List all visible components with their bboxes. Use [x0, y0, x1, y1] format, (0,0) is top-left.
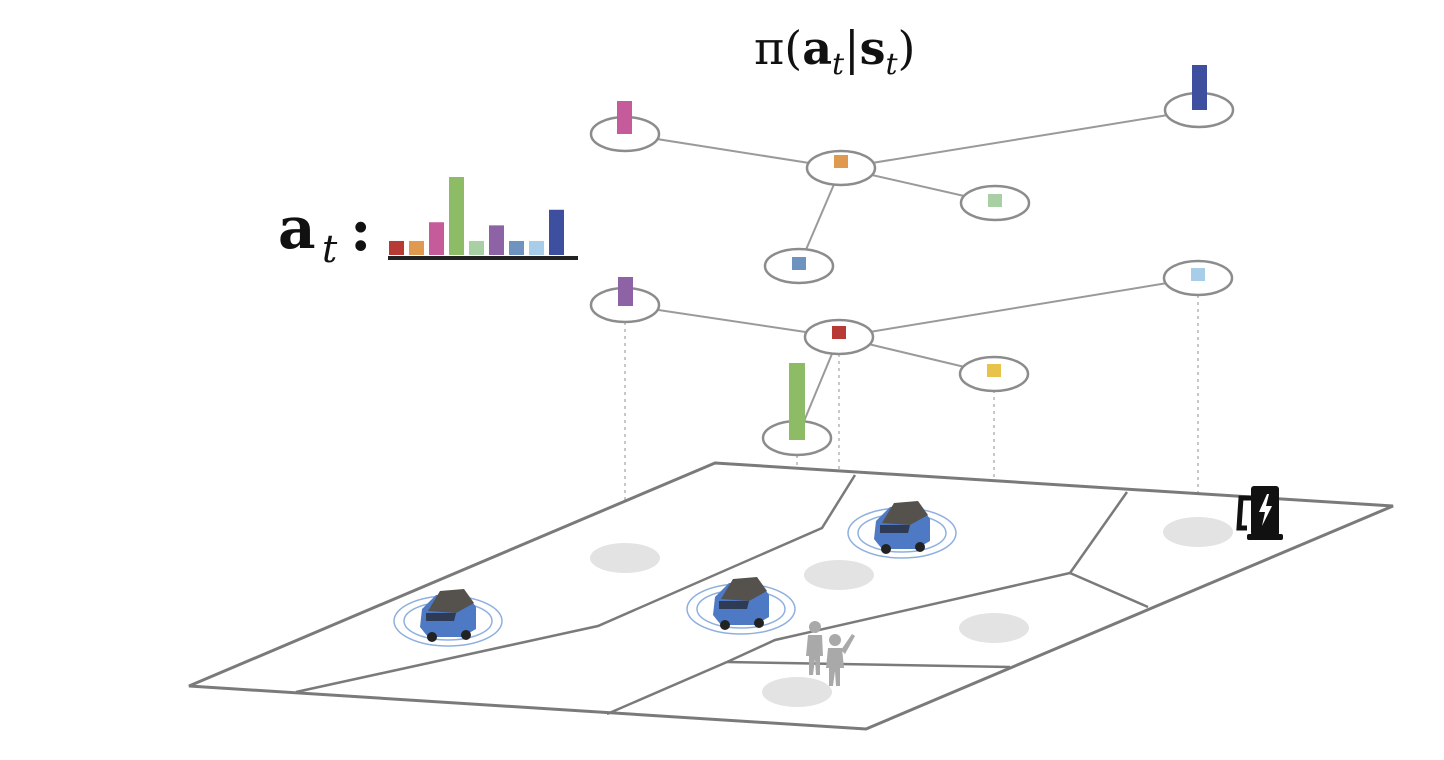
- vehicle-wheel: [720, 620, 730, 630]
- pedestrian-head: [809, 621, 821, 633]
- histogram-bar: [389, 240, 404, 255]
- title-s-subscript: t: [885, 47, 898, 82]
- vehicle-1: [393, 589, 503, 647]
- node-mark-navy: [1192, 65, 1207, 110]
- pedestrian-body: [806, 635, 823, 675]
- vehicle-wheel: [427, 632, 437, 642]
- svg-text:π(at|st): π(at|st): [754, 21, 915, 82]
- vehicle-wheel: [881, 544, 891, 554]
- street: [1069, 571, 1149, 609]
- histogram-bar: [489, 225, 504, 255]
- vehicle-2: [686, 577, 796, 635]
- node-mark-light-green: [988, 194, 1002, 207]
- histogram-bar: [429, 222, 444, 255]
- zone-marker: [1163, 517, 1233, 547]
- charger-cable: [1236, 495, 1251, 531]
- node-mark-hub: [834, 155, 848, 168]
- histogram-bar: [509, 240, 524, 255]
- vehicle-windshield: [426, 613, 456, 621]
- pedestrian-head: [829, 634, 841, 646]
- node-mark-yellow: [987, 364, 1001, 377]
- vehicle-windshield: [880, 525, 910, 533]
- lower-graph: [589, 259, 1234, 457]
- pedestrian-arm: [841, 634, 855, 654]
- zone-marker: [959, 613, 1029, 643]
- node-mark-light-blue: [1191, 268, 1205, 281]
- title-close-paren: ): [898, 21, 916, 75]
- street: [726, 660, 1011, 669]
- vehicle-roof: [882, 501, 928, 525]
- lightning-bolt: [1259, 494, 1272, 526]
- vehicle-wheel: [915, 542, 925, 552]
- vehicle-wheel: [461, 630, 471, 640]
- lower-graph-edges: [624, 277, 1199, 439]
- edge-hub-magenta: [624, 133, 842, 169]
- vehicle-3: [847, 501, 957, 559]
- title-a-subscript: t: [832, 47, 845, 82]
- zone-marker: [590, 543, 660, 573]
- policy-title: π(at|st): [754, 21, 915, 82]
- histogram-bar: [549, 209, 564, 255]
- title-given: |: [844, 21, 860, 75]
- action-label-a: a: [278, 194, 316, 262]
- zone-marker: [762, 677, 832, 707]
- vehicle-wheel: [754, 618, 764, 628]
- zone-markers: [590, 517, 1233, 707]
- action-label-colon: :: [350, 196, 371, 264]
- map-outline: [188, 461, 1394, 731]
- title-a: a: [802, 21, 832, 75]
- upper-graph: [589, 65, 1235, 285]
- histogram-bar: [409, 240, 424, 255]
- edge-hub-light-blue: [838, 277, 1199, 338]
- pedestrians-icon: [806, 621, 855, 686]
- city-map: [188, 461, 1394, 731]
- action-label: a t :: [278, 194, 371, 271]
- edge-hub-navy: [840, 109, 1200, 169]
- zone-marker: [804, 560, 874, 590]
- charger-base: [1247, 534, 1283, 540]
- map-streets: [295, 474, 1149, 716]
- vehicle-windshield: [719, 601, 749, 609]
- action-histogram: [389, 177, 564, 255]
- node-mark-hub: [832, 326, 846, 339]
- histogram-bar: [449, 177, 464, 255]
- histogram-bar: [469, 240, 484, 255]
- street: [606, 491, 1129, 716]
- pedestrian-body: [826, 648, 844, 686]
- node-mark-steel-blue: [792, 257, 806, 270]
- action-label-subscript: t: [322, 227, 338, 271]
- node-mark-magenta: [617, 101, 632, 134]
- node-mark-purple: [618, 277, 633, 306]
- vehicle-roof: [721, 577, 767, 601]
- edge-hub-purple: [624, 304, 840, 338]
- title-s: s: [860, 21, 886, 75]
- street: [295, 474, 857, 694]
- upper-graph-edges: [624, 109, 1200, 267]
- charging-station-icon: [1236, 486, 1283, 540]
- node-mark-green: [789, 363, 805, 440]
- vehicle-roof: [428, 589, 474, 613]
- title-pi: π(: [754, 21, 802, 75]
- histogram-bar: [529, 240, 544, 255]
